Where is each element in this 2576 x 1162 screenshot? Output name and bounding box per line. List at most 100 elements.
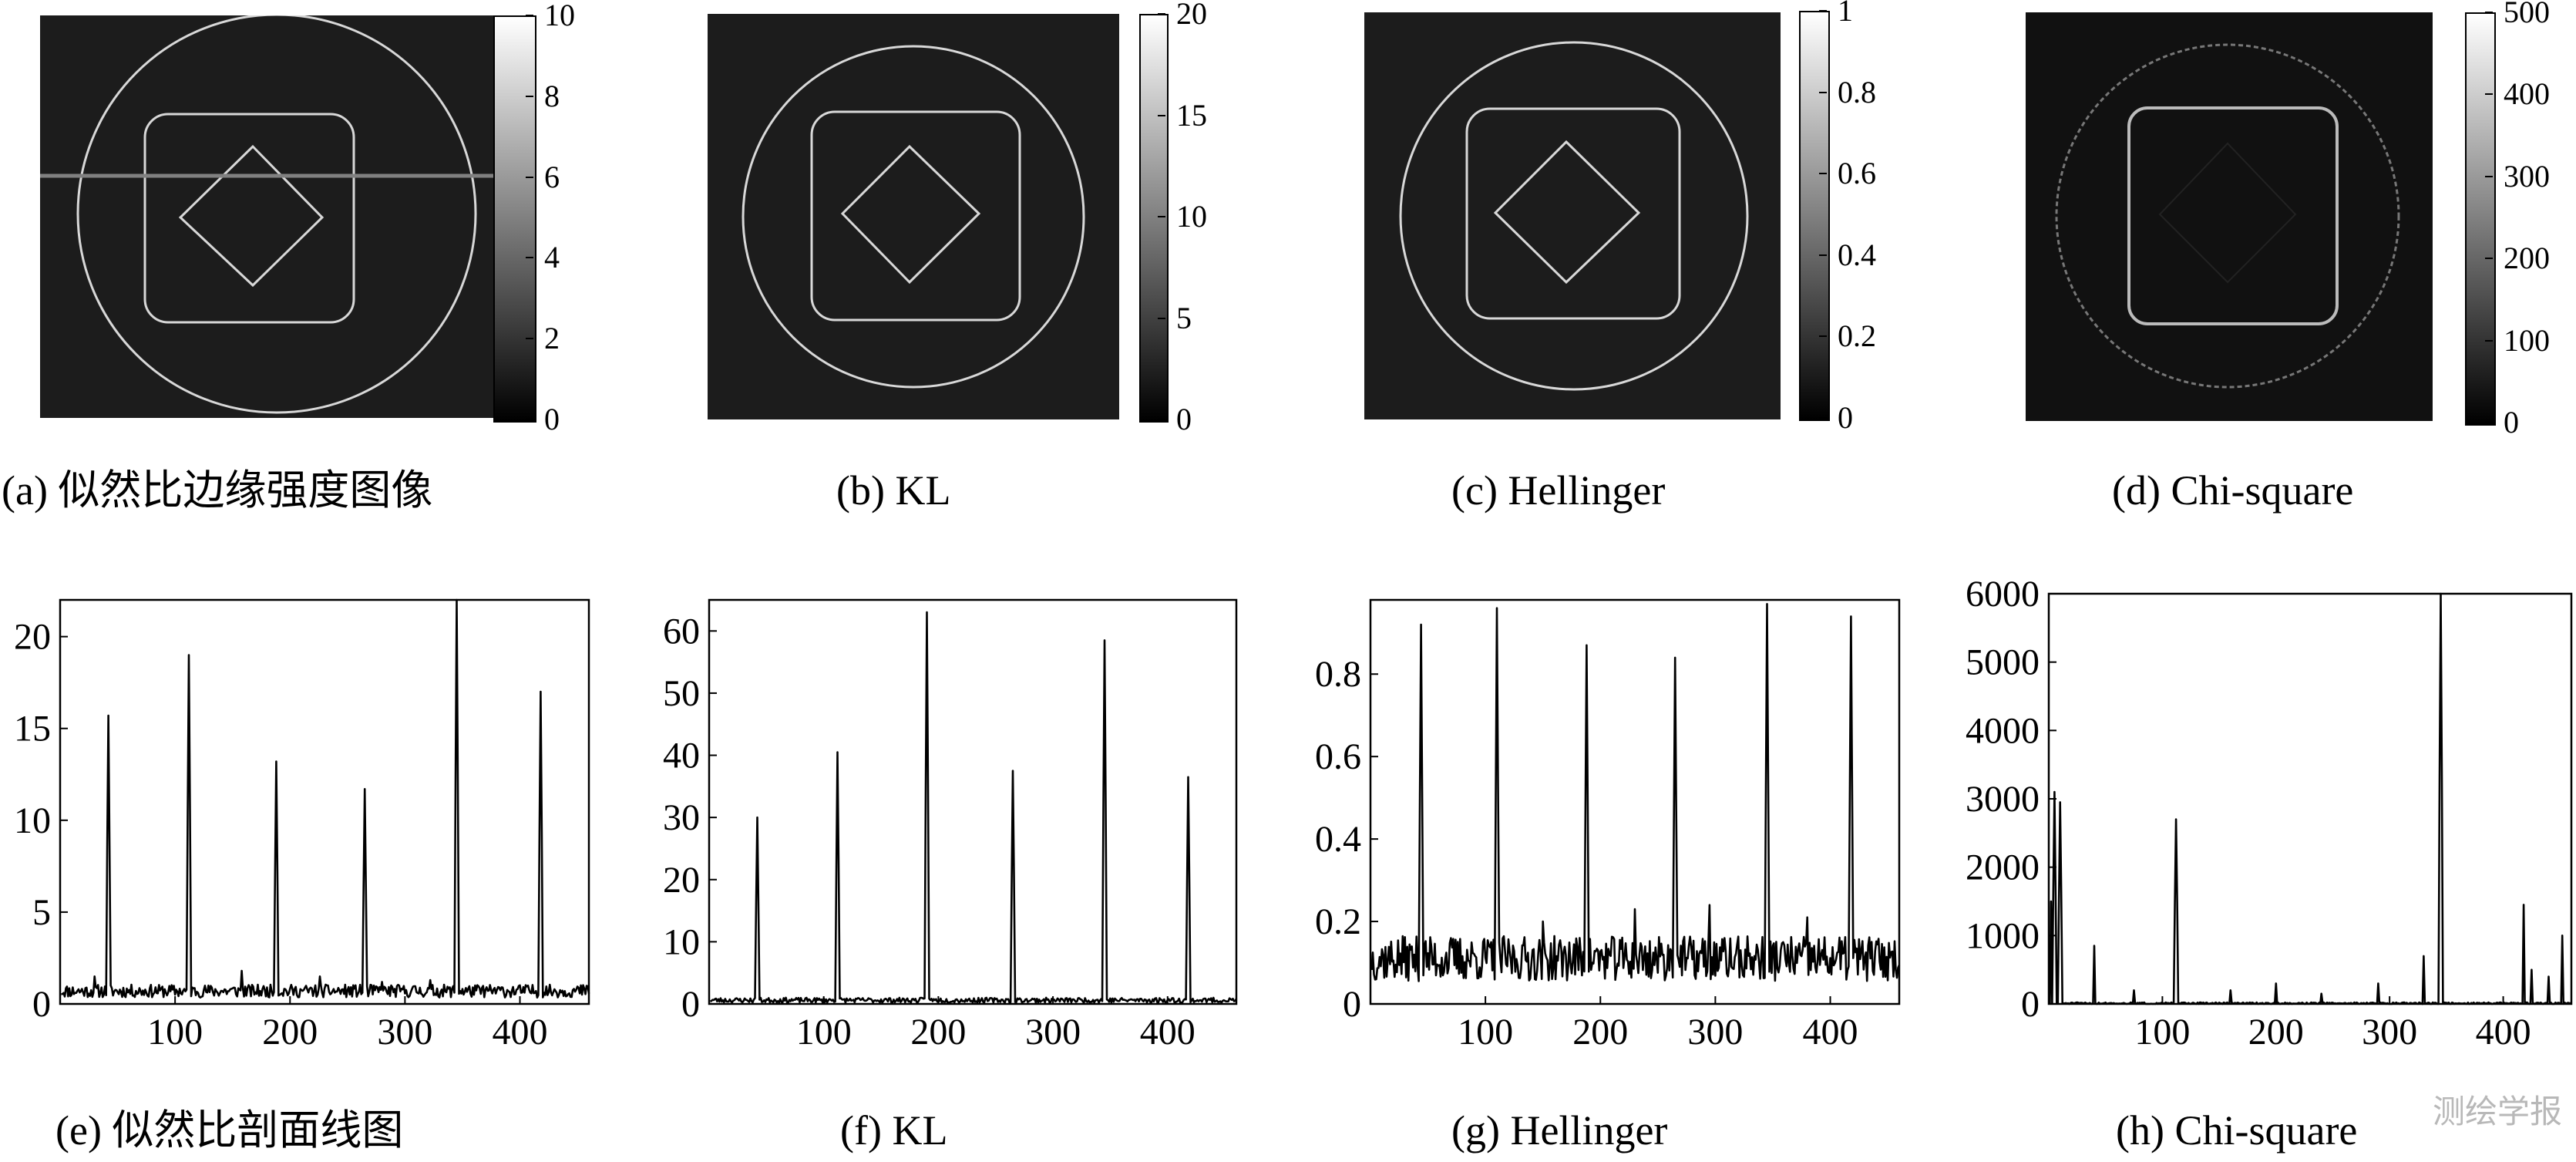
- y-tick-label: 3000: [1966, 779, 2040, 820]
- colorbar-tick-label: 1: [1838, 0, 1853, 28]
- colorbar-tick-label: 0: [2504, 405, 2519, 440]
- y-tick-label: 10: [663, 921, 700, 962]
- colorbar-tickmark: [2485, 422, 2493, 423]
- colorbar-tickmark: [2485, 175, 2493, 177]
- circle-edge: [76, 15, 477, 414]
- colorbar-tick-label: 0.2: [1838, 318, 1876, 354]
- colorbar-tick-label: 6: [544, 159, 560, 194]
- image-panel-c: [1364, 12, 1781, 419]
- profile-series-line: [61, 598, 590, 999]
- colorbar-tickmark: [526, 15, 533, 16]
- diamond-edge: [2158, 142, 2297, 284]
- colorbar-tick-label: 10: [1176, 199, 1207, 234]
- colorbar-tick-label: 4: [544, 240, 560, 275]
- profile-series-line: [709, 611, 1238, 1004]
- colorbar-tick-label: 8: [544, 78, 560, 113]
- colorbar-tickmark: [1158, 13, 1165, 15]
- colorbar-tickmark: [2485, 12, 2493, 13]
- edge-image-a: [40, 15, 513, 414]
- circle-edge: [2055, 43, 2400, 389]
- colorbar-tickmark: [1819, 254, 1827, 256]
- y-tick-label: 5: [32, 892, 51, 933]
- x-tick-label: 300: [377, 1012, 432, 1053]
- profile-series-line: [2049, 592, 2572, 1005]
- rounded-square-edge: [1465, 107, 1681, 320]
- x-tick-label: 200: [2248, 1012, 2304, 1053]
- colorbar-tickmark: [526, 338, 533, 340]
- colorbar-tick-label: 0.6: [1838, 156, 1876, 191]
- caption-b: (b) KL: [836, 467, 951, 514]
- caption-h: (h) Chi-square: [2116, 1107, 2358, 1154]
- y-tick-label: 0: [32, 984, 51, 1025]
- colorbar-d: [2465, 12, 2496, 426]
- colorbar-tick-label: 0.8: [1838, 74, 1876, 109]
- colorbar-tick-label: 0.4: [1838, 237, 1876, 272]
- rounded-square-edge: [143, 113, 355, 324]
- caption-c: (c) Hellinger: [1451, 467, 1666, 514]
- x-tick-label: 300: [2362, 1012, 2417, 1053]
- colorbar-tickmark: [526, 176, 533, 178]
- y-tick-label: 0: [681, 984, 700, 1025]
- caption-g: (g) Hellinger: [1451, 1107, 1668, 1154]
- x-tick-label: 200: [262, 1012, 318, 1053]
- caption-a: (a) 似然比边缘强度图像: [2, 467, 433, 514]
- colorbar-tick-label: 100: [2504, 322, 2550, 358]
- plot-frame: [2047, 592, 2573, 1005]
- y-tick-label: 2000: [1966, 847, 2040, 888]
- x-tick-label: 400: [1803, 1012, 1858, 1053]
- watermark: 测绘学报: [2432, 1093, 2562, 1130]
- edge-image-b: [742, 45, 1085, 389]
- colorbar-tickmark: [1158, 419, 1165, 420]
- y-tick-label: 0.4: [1315, 819, 1361, 860]
- image-panel-b: [708, 14, 1119, 419]
- y-tick-label: 20: [663, 860, 700, 901]
- colorbar-tick-label: 0: [544, 402, 560, 436]
- profile-chart-g: 100 200 300 400 0 0.2 0.4 0.6 0.8: [1315, 598, 1901, 1053]
- colorbar-tickmark: [1158, 216, 1165, 217]
- caption-e: (e) 似然比剖面线图: [55, 1107, 404, 1154]
- colorbar-tickmark: [2485, 339, 2493, 342]
- rounded-square-edge: [810, 110, 1021, 322]
- plot-frame: [59, 598, 590, 1005]
- colorbar-tick-label: 2: [544, 321, 560, 356]
- diamond-edge: [840, 144, 981, 285]
- y-tick-label: 30: [663, 797, 700, 838]
- rounded-square-edge: [2127, 106, 2339, 325]
- x-tick-label: 400: [2476, 1012, 2531, 1053]
- y-tick-label: 60: [663, 611, 700, 652]
- colorbar-tick-label: 15: [1176, 97, 1207, 133]
- colorbar-tick-label: 500: [2504, 0, 2550, 29]
- edge-image-c: [1399, 41, 1749, 391]
- colorbar-tickmark: [526, 257, 533, 259]
- image-panel-a: [40, 15, 513, 418]
- colorbar-c: [1799, 11, 1830, 421]
- edge-image-d: [2055, 43, 2400, 389]
- colorbar-tickmark: [1819, 10, 1827, 12]
- colorbar-a: [493, 15, 536, 423]
- plot-frame: [708, 598, 1238, 1005]
- x-tick-label: 400: [493, 1012, 548, 1053]
- y-tick-label: 50: [663, 673, 700, 714]
- colorbar-tickmark: [526, 419, 533, 420]
- y-tick-label: 0.2: [1315, 901, 1361, 942]
- y-tick-label: 40: [663, 736, 700, 776]
- x-tick-label: 200: [910, 1012, 966, 1053]
- x-tick-label: 100: [796, 1012, 852, 1053]
- colorbar-tick-label: 300: [2504, 158, 2550, 194]
- x-tick-label: 100: [1458, 1012, 1513, 1053]
- colorbar-tick-label: 200: [2504, 241, 2550, 276]
- y-tick-label: 0: [1343, 984, 1361, 1025]
- circle-edge: [742, 45, 1085, 389]
- profile-series-line: [1370, 602, 1901, 982]
- profile-chart-f: 100 200 300 400 0 10 20 30 40 50 60: [663, 598, 1238, 1053]
- caption-d: (d) Chi-square: [2112, 467, 2354, 514]
- colorbar-tickmark: [2485, 93, 2493, 96]
- colorbar-b: [1139, 14, 1169, 423]
- colorbar-tickmark: [1819, 417, 1827, 419]
- y-tick-label: 0.6: [1315, 736, 1361, 777]
- x-tick-label: 100: [147, 1012, 203, 1053]
- y-tick-label: 4000: [1966, 710, 2040, 751]
- x-tick-label: 100: [2134, 1012, 2190, 1053]
- y-tick-label: 10: [14, 800, 51, 841]
